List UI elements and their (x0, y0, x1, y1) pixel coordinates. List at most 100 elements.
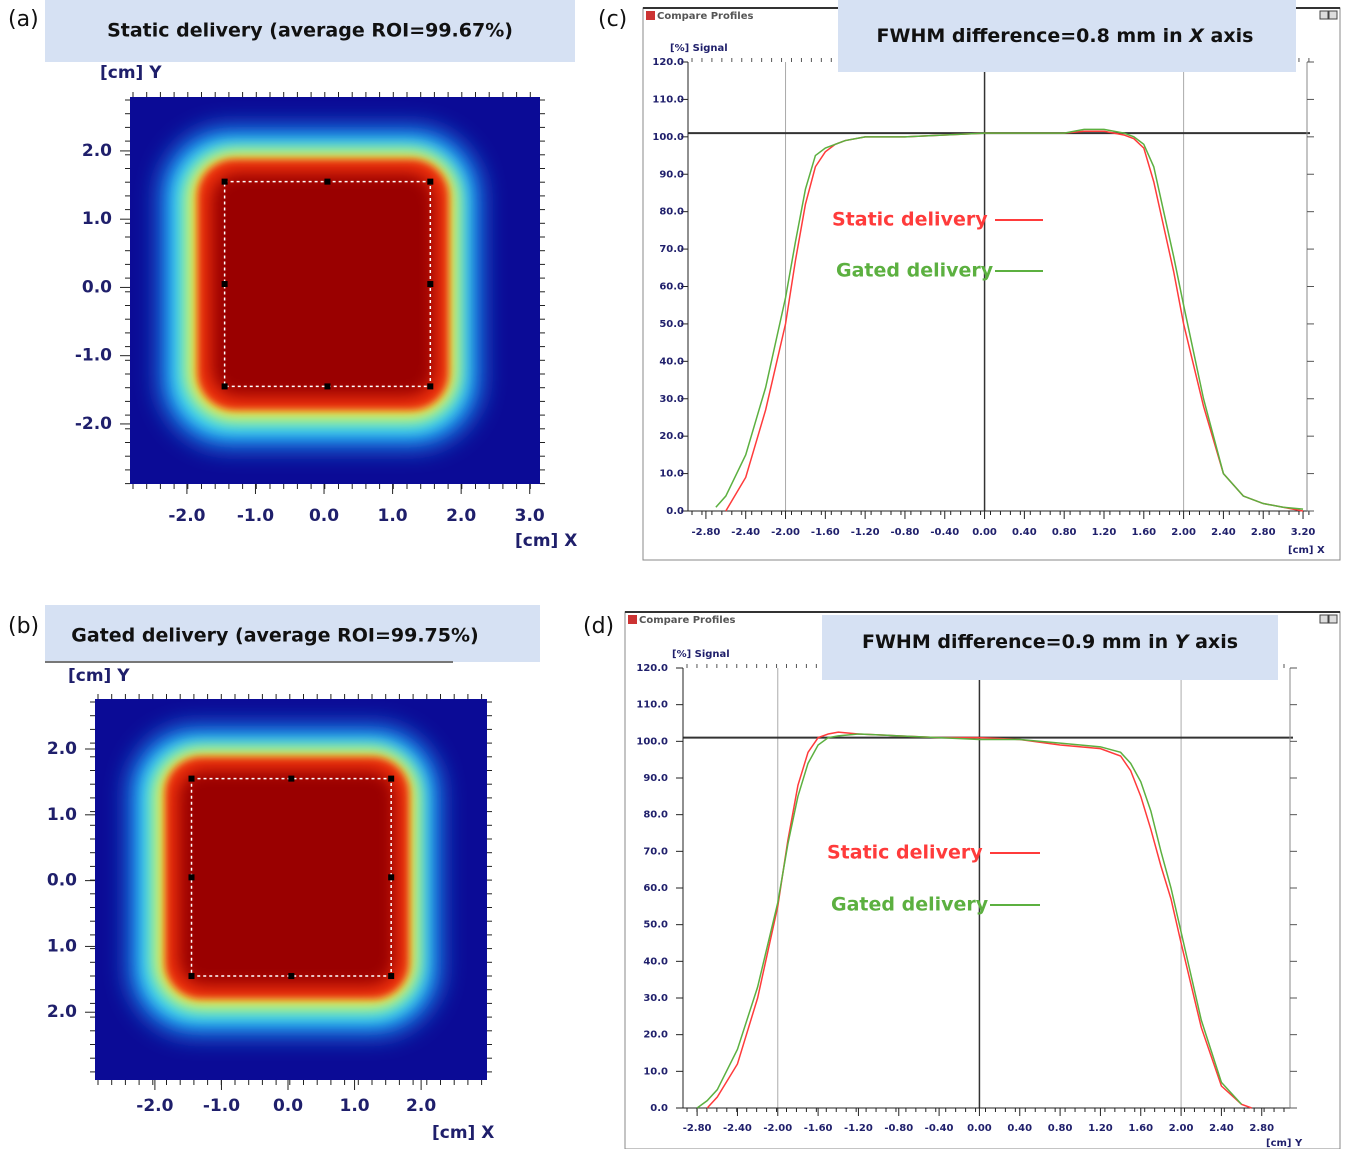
x-tick-label: 1.60 (1128, 1123, 1153, 1134)
y-tick-label: 2.0 (47, 739, 77, 759)
legend-label: Gated delivery (836, 260, 994, 282)
chart-title: FWHM difference=0.8 mm in X axis (877, 25, 1254, 47)
y-tick-label: 30.0 (659, 394, 684, 405)
roi-handle (427, 383, 433, 389)
y-tick-label: 100.0 (652, 132, 684, 143)
y-tick-label: 120.0 (636, 663, 668, 674)
y-axis-label: [%] Signal (670, 43, 728, 54)
title-part: FWHM difference=0.9 mm in (862, 631, 1175, 653)
y-tick-label: -2.0 (75, 414, 112, 434)
y-tick-label: -1.0 (75, 346, 112, 366)
window-icon (628, 615, 637, 624)
x-tick-label: 2.40 (1209, 1123, 1234, 1134)
legend-label: Static delivery (832, 209, 988, 231)
x-tick-label: 2.00 (1171, 527, 1196, 538)
y-tick-label: 110.0 (636, 700, 668, 711)
x-tick-label: 2.0 (406, 1096, 436, 1116)
roi-handle (288, 776, 294, 782)
roi-handle (427, 179, 433, 185)
y-tick-label: 20.0 (659, 431, 684, 442)
y-tick-label: 100.0 (636, 736, 668, 747)
y-tick-label: 1.0 (82, 209, 112, 229)
panel-label: (d) (583, 614, 614, 639)
x-axis-label: [cm] Y (1266, 1138, 1303, 1149)
x-tick-label: 1.60 (1131, 527, 1156, 538)
y-tick-label: 0.0 (47, 871, 77, 891)
roi-handle (288, 973, 294, 979)
x-tick-label: 2.0 (446, 506, 476, 526)
x-tick-label: -1.20 (844, 1123, 873, 1134)
window-button (1329, 615, 1337, 623)
dose-map (130, 97, 540, 484)
x-tick-label: -2.40 (723, 1123, 752, 1134)
x-tick-label: 0.00 (967, 1123, 992, 1134)
chart-title: Static delivery (average ROI=99.67%) (107, 20, 513, 42)
x-tick-label: -2.0 (136, 1096, 173, 1116)
figure: (a)-2.0-1.00.01.02.03.02.01.00.0-1.0-2.0… (0, 0, 1356, 1149)
x-tick-label: 3.20 (1291, 527, 1316, 538)
dose-map (95, 699, 487, 1080)
y-tick-label: 1.0 (47, 936, 77, 956)
y-tick-label: 60.0 (659, 282, 684, 293)
y-tick-label: 90.0 (659, 169, 684, 180)
roi-handle (324, 383, 330, 389)
x-tick-label: 0.80 (1052, 527, 1077, 538)
x-axis-label: [cm] X (432, 1123, 494, 1143)
x-axis-label: [cm] X (1288, 545, 1325, 556)
x-tick-label: -0.40 (930, 527, 959, 538)
x-tick-label: -0.80 (891, 527, 920, 538)
roi-handle (189, 874, 195, 880)
y-axis-label: [cm] Y (68, 666, 130, 686)
y-tick-label: 30.0 (643, 993, 668, 1004)
x-tick-label: -1.0 (203, 1096, 240, 1116)
x-tick-label: -2.00 (763, 1123, 792, 1134)
x-tick-label: -2.00 (771, 527, 800, 538)
roi-handle (427, 281, 433, 287)
roi-handle (388, 973, 394, 979)
panel-label: (c) (598, 7, 627, 32)
x-tick-label: 0.80 (1048, 1123, 1073, 1134)
x-tick-label: -1.0 (237, 506, 274, 526)
y-tick-label: 10.0 (643, 1066, 668, 1077)
x-tick-label: 0.40 (1012, 527, 1037, 538)
y-tick-label: 0.0 (82, 277, 112, 297)
y-axis-label: [%] Signal (672, 649, 730, 660)
title-part: axis (1189, 631, 1239, 653)
y-tick-label: 80.0 (659, 207, 684, 218)
window-button (1329, 11, 1337, 19)
y-tick-label: 20.0 (643, 1030, 668, 1041)
roi-handle (388, 874, 394, 880)
roi-handle (189, 973, 195, 979)
roi-handle (388, 776, 394, 782)
x-tick-label: -2.40 (731, 527, 760, 538)
window-frame (643, 8, 1340, 560)
y-tick-label: 60.0 (643, 883, 668, 894)
roi-handle (222, 281, 228, 287)
y-tick-label: 2.0 (47, 1002, 77, 1022)
y-tick-label: 50.0 (659, 319, 684, 330)
y-tick-label: 70.0 (643, 846, 668, 857)
title-part: axis (1204, 25, 1254, 47)
dose-level (211, 173, 435, 397)
x-tick-label: -1.60 (811, 527, 840, 538)
x-tick-label: 1.20 (1088, 1123, 1113, 1134)
y-tick-label: 120.0 (652, 57, 684, 68)
y-tick-label: 10.0 (659, 469, 684, 480)
window-title: Compare Profiles (657, 11, 753, 22)
roi-handle (222, 179, 228, 185)
panel-label: (b) (8, 614, 39, 639)
y-tick-label: 70.0 (659, 244, 684, 255)
dose-level (178, 770, 396, 986)
x-tick-label: 2.40 (1211, 527, 1236, 538)
y-tick-label: 0.0 (666, 506, 684, 517)
x-tick-label: -2.80 (683, 1123, 712, 1134)
x-tick-label: 1.0 (378, 506, 408, 526)
window-frame (625, 612, 1340, 1149)
x-tick-label: 2.00 (1169, 1123, 1194, 1134)
window-button (1320, 11, 1328, 19)
y-tick-label: 90.0 (643, 773, 668, 784)
legend-label: Gated delivery (831, 894, 989, 916)
x-tick-label: 1.20 (1092, 527, 1117, 538)
x-tick-label: -2.80 (691, 527, 720, 538)
roi-handle (222, 383, 228, 389)
